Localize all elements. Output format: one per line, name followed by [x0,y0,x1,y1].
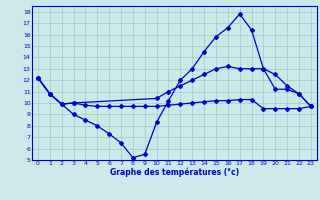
X-axis label: Graphe des températures (°c): Graphe des températures (°c) [110,168,239,177]
